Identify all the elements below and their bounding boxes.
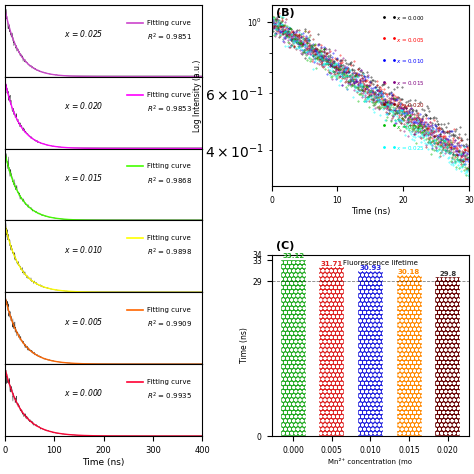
Text: $R^2$ = 0.9898: $R^2$ = 0.9898 [147, 247, 192, 258]
Text: $R^2$ = 0.9868: $R^2$ = 0.9868 [147, 175, 192, 187]
Text: $x$ = 0.025: $x$ = 0.025 [396, 123, 425, 130]
Text: $x$ = 0.000: $x$ = 0.000 [64, 387, 103, 399]
Text: Fluorescence lifetime: Fluorescence lifetime [343, 260, 418, 266]
Text: (C): (C) [275, 241, 294, 251]
Text: $x$ = 0.015: $x$ = 0.015 [64, 172, 103, 183]
Text: 30.18: 30.18 [398, 269, 420, 274]
Text: 30.93: 30.93 [359, 264, 382, 271]
Text: Fitting curve: Fitting curve [147, 20, 191, 26]
Text: Fitting curve: Fitting curve [147, 236, 191, 241]
Text: $x$ = 0.010: $x$ = 0.010 [64, 244, 103, 255]
Bar [435, 277, 460, 436]
X-axis label: Time (ns): Time (ns) [351, 208, 390, 217]
X-axis label: Time (ns): Time (ns) [82, 457, 125, 466]
Text: $x$ = 0.005: $x$ = 0.005 [396, 36, 425, 44]
Bar [358, 271, 383, 436]
X-axis label: Mn²⁺ concentration (mo: Mn²⁺ concentration (mo [328, 457, 412, 465]
Text: $x$ = 0.020: $x$ = 0.020 [396, 101, 425, 109]
Y-axis label: Time (ns): Time (ns) [240, 328, 249, 364]
Text: $R^2$ = 0.9853: $R^2$ = 0.9853 [147, 103, 192, 115]
Text: 31.71: 31.71 [320, 261, 343, 266]
Text: $x$ = 0.015: $x$ = 0.015 [396, 79, 425, 87]
Bar [397, 275, 422, 436]
Text: Fitting curve: Fitting curve [147, 91, 191, 98]
Text: 29.8: 29.8 [439, 271, 456, 277]
Text: $x$ = 0.025: $x$ = 0.025 [396, 144, 425, 152]
Text: $x$ = 0.025: $x$ = 0.025 [64, 28, 103, 39]
Text: $R^2$ = 0.9851: $R^2$ = 0.9851 [147, 31, 192, 43]
Text: $x$ = 0.010: $x$ = 0.010 [396, 57, 425, 65]
Text: $R^2$ = 0.9935: $R^2$ = 0.9935 [147, 391, 192, 402]
Text: Fitting curve: Fitting curve [147, 379, 191, 385]
Bar [319, 267, 344, 436]
Text: 33.12: 33.12 [282, 253, 304, 259]
Text: Fitting curve: Fitting curve [147, 164, 191, 170]
Bar [281, 260, 306, 436]
Text: (B): (B) [275, 9, 294, 18]
Text: $x$ = 0.020: $x$ = 0.020 [64, 100, 103, 111]
Y-axis label: Log Intensity (a.u.): Log Intensity (a.u.) [193, 59, 202, 132]
Text: Fitting curve: Fitting curve [147, 307, 191, 313]
Text: $R^2$ = 0.9909: $R^2$ = 0.9909 [147, 319, 192, 330]
Text: $x$ = 0.005: $x$ = 0.005 [64, 316, 103, 327]
Text: $x$ = 0.000: $x$ = 0.000 [396, 14, 425, 22]
